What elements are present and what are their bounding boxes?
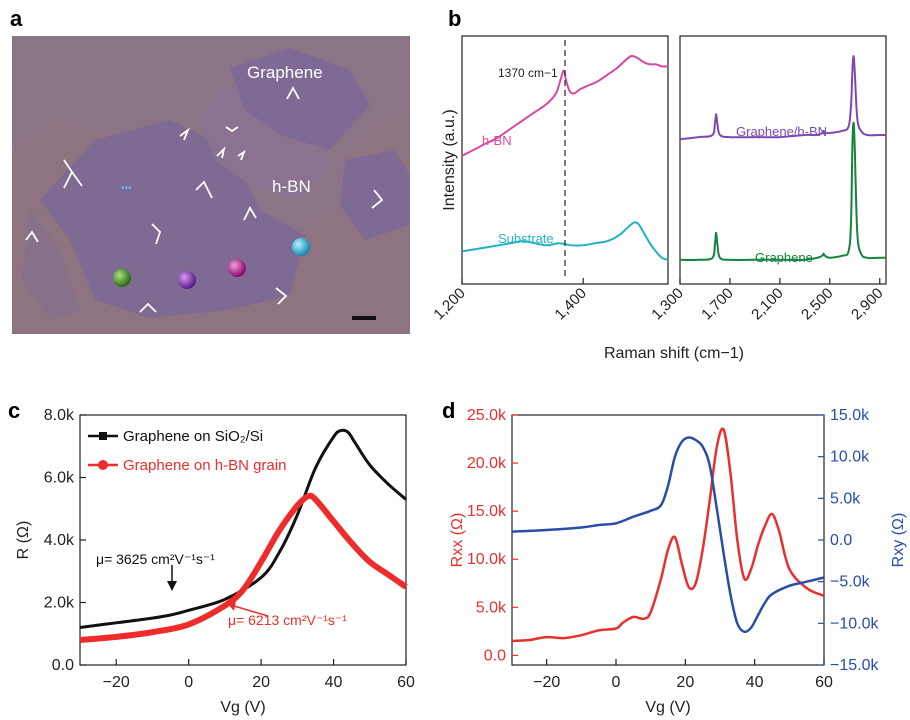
series-line-c-1 <box>79 492 408 643</box>
legend-graphene: Graphene <box>755 250 813 265</box>
y-tick-label-d-right: −5.0k <box>830 574 871 591</box>
scale-bar <box>352 316 376 320</box>
y-tick-label-d-left: 15.0k <box>467 503 507 520</box>
x-tick-label-d: 40 <box>746 674 764 691</box>
series-line-b-right-1 <box>679 121 886 261</box>
x-tick-label-d: −20 <box>533 674 560 691</box>
x-tick-label-b-right: 1,700 <box>698 285 737 324</box>
x-tick-label-c: 20 <box>252 674 270 691</box>
x-tick-label-c: 40 <box>325 674 343 691</box>
x-tick-label-b-right: 1,300 <box>648 285 687 324</box>
y-tick-label-d-right: 15.0k <box>830 407 870 424</box>
spot-magenta <box>228 259 246 277</box>
x-tick-label-b-left: 1,400 <box>551 285 590 324</box>
series-line-c-0 <box>79 428 407 629</box>
y-tick-label-c: 0.0 <box>52 657 74 674</box>
graphene-label: Graphene <box>247 63 323 82</box>
spot-green <box>113 269 131 287</box>
y-tick-label-c: 8.0k <box>44 407 75 424</box>
x-tick-label-b-right: 2,500 <box>798 285 837 324</box>
x-tick-label-b-left: 1,200 <box>430 285 469 324</box>
y-axis-label-b: Intensity (a.u.) <box>441 109 458 210</box>
y-axis-label-c: R (Ω) <box>15 521 32 560</box>
series-line-d-rxy <box>511 436 825 634</box>
hbn-label: h-BN <box>272 177 311 196</box>
panel-c-letter: c <box>8 398 20 423</box>
series-line-b-left-1 <box>461 221 669 261</box>
panel-d-letter: d <box>442 398 455 423</box>
plot-frame-d <box>511 414 825 666</box>
x-tick-label-d: 0 <box>612 674 621 691</box>
mobility-red: μ= 6213 cm²V⁻¹s⁻¹ <box>228 612 347 628</box>
plot-frame-b-right <box>679 35 887 285</box>
legend-c-marker-red <box>98 460 108 470</box>
y-tick-label-c: 4.0k <box>44 532 75 549</box>
hbn-domain <box>340 150 410 240</box>
panel-c: c Graphene on SiO₂/Si Graphene on h-BN g… <box>8 398 415 716</box>
plot-frame-b-left <box>461 35 669 285</box>
x-tick-label-c: 60 <box>397 674 415 691</box>
y-axis-label-d: Rxx (Ω) <box>449 513 466 568</box>
spot-purple <box>178 271 196 289</box>
y-tick-label-d-left: 25.0k <box>467 407 507 424</box>
panel-b: b Intensity (a.u.) Raman shift (cm−1) 13… <box>430 6 887 362</box>
x-tick-label-d: 60 <box>815 674 833 691</box>
panel-d: d Rxx (Ω) Rxy (Ω) Vg (V) −20 0 20 40 60 0.0 5.… <box>442 398 907 716</box>
y-tick-label-d-left: 0.0 <box>484 647 506 664</box>
series-line-b-right-0 <box>679 54 886 141</box>
y-tick-label-c: 6.0k <box>44 470 75 487</box>
graphene-domain <box>230 48 370 150</box>
peak-annotation: 1370 cm−1 <box>498 66 558 80</box>
y-tick-label-d-right: −10.0k <box>830 615 879 632</box>
x-axis-label-b: Raman shift (cm−1) <box>604 345 744 362</box>
legend-c-sio2: Graphene on SiO₂/Si <box>123 428 263 445</box>
arrow-red <box>233 605 269 617</box>
series-line-b-left-0 <box>461 54 669 157</box>
y-tick-label-d-right: 5.0k <box>830 490 861 507</box>
y-tick-label-d-left: 10.0k <box>467 551 507 568</box>
y-axis-label-d-right: Rxy (Ω) <box>890 513 907 568</box>
x-tick-label-b-right: 2,900 <box>848 285 887 324</box>
y-tick-label-d-right: 0.0 <box>830 532 852 549</box>
legend-c-marker-black <box>99 432 107 440</box>
hbn-domain <box>22 210 80 320</box>
x-tick-label-c: −20 <box>103 674 130 691</box>
domain-markers <box>25 86 384 313</box>
panel-b-letter: b <box>448 6 461 31</box>
arrow-black-head <box>167 581 177 591</box>
defect-mark: ••• <box>121 183 132 194</box>
x-tick-label-b-right: 2,100 <box>748 285 787 324</box>
y-tick-label-d-left: 5.0k <box>476 599 507 616</box>
legend-c-hbn: Graphene on h-BN grain <box>123 457 286 474</box>
x-tick-label-d: 20 <box>676 674 694 691</box>
legend-hbn: h-BN <box>482 133 512 148</box>
panel-a: a Graphene h-BN ••• <box>10 6 410 334</box>
y-tick-label-c: 2.0k <box>44 595 75 612</box>
y-tick-label-d-left: 20.0k <box>467 455 507 472</box>
spot-cyan <box>292 238 310 256</box>
y-tick-label-d-right: 10.0k <box>830 449 870 466</box>
panel-a-letter: a <box>10 6 23 31</box>
y-tick-label-d-right: −15.0k <box>830 657 879 674</box>
legend-c: Graphene on SiO₂/Si Graphene on h-BN gra… <box>88 428 286 474</box>
x-tick-label-c: 0 <box>184 674 193 691</box>
mobility-black: μ= 3625 cm²V⁻¹s⁻¹ <box>96 551 215 567</box>
x-axis-label-d: Vg (V) <box>645 699 690 716</box>
x-axis-label-c: Vg (V) <box>220 699 265 716</box>
series-line-d-rxx <box>511 427 825 643</box>
